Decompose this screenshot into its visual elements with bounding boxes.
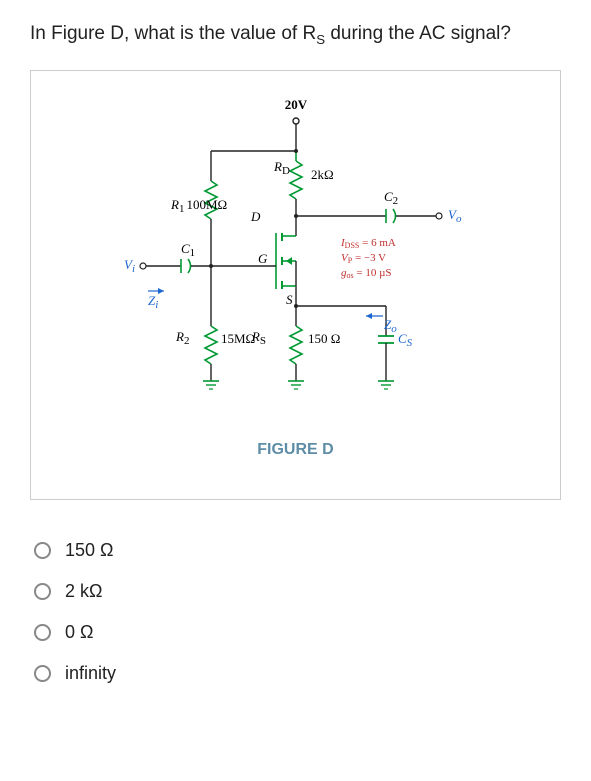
- option-label: 150 Ω: [65, 540, 114, 561]
- option-4[interactable]: infinity: [30, 653, 561, 694]
- g-label: G: [258, 251, 268, 266]
- param-1: IDSS = 6 mA: [340, 237, 396, 250]
- r2-resistor: [205, 326, 217, 364]
- rs-value: 150 Ω: [308, 331, 340, 346]
- figure-caption: FIGURE D: [41, 441, 550, 459]
- param-3: gos = 10 µS: [341, 267, 392, 280]
- option-2[interactable]: 2 kΩ: [30, 571, 561, 612]
- option-3[interactable]: 0 Ω: [30, 612, 561, 653]
- supply-label: 20V: [284, 97, 307, 112]
- ground-3: [378, 381, 394, 389]
- c2-label: C2: [384, 189, 398, 207]
- r2-value: 15MΩ: [221, 331, 255, 346]
- cs-label: CS: [398, 331, 413, 349]
- radio-icon: [34, 624, 51, 641]
- rd-resistor: [290, 161, 302, 199]
- r1-label: R1100MΩ: [170, 197, 227, 215]
- supply-node: [293, 118, 299, 124]
- c1-cap: [188, 259, 191, 273]
- radio-icon: [34, 542, 51, 559]
- question-sub: S: [316, 32, 325, 47]
- rd-value: 2kΩ: [311, 167, 334, 182]
- option-label: 2 kΩ: [65, 581, 102, 602]
- circuit-diagram: 20V RD 2kΩ R1100MΩ D C2 Vo: [30, 70, 561, 500]
- rs-resistor: [290, 326, 302, 364]
- radio-icon: [34, 665, 51, 682]
- c2-cap: [393, 209, 396, 223]
- ground-2: [288, 381, 304, 389]
- circuit-svg: 20V RD 2kΩ R1100MΩ D C2 Vo: [86, 91, 506, 431]
- zi-label: Zi: [148, 293, 158, 311]
- radio-icon: [34, 583, 51, 600]
- answer-options: 150 Ω 2 kΩ 0 Ω infinity: [30, 530, 561, 694]
- option-label: 0 Ω: [65, 622, 93, 643]
- c1-label: C1: [181, 241, 195, 259]
- option-label: infinity: [65, 663, 116, 684]
- param-2: VP = −3 V: [341, 252, 386, 265]
- r2-label: R2: [175, 329, 189, 347]
- rd-label: RD: [273, 159, 290, 177]
- option-1[interactable]: 150 Ω: [30, 530, 561, 571]
- vi-label: Vi: [124, 257, 135, 275]
- ground-1: [203, 381, 219, 389]
- question-text: In Figure D, what is the value of RS dur…: [30, 20, 561, 50]
- d-label: D: [250, 209, 261, 224]
- vo-label: Vo: [448, 207, 462, 225]
- s-label: S: [286, 292, 293, 307]
